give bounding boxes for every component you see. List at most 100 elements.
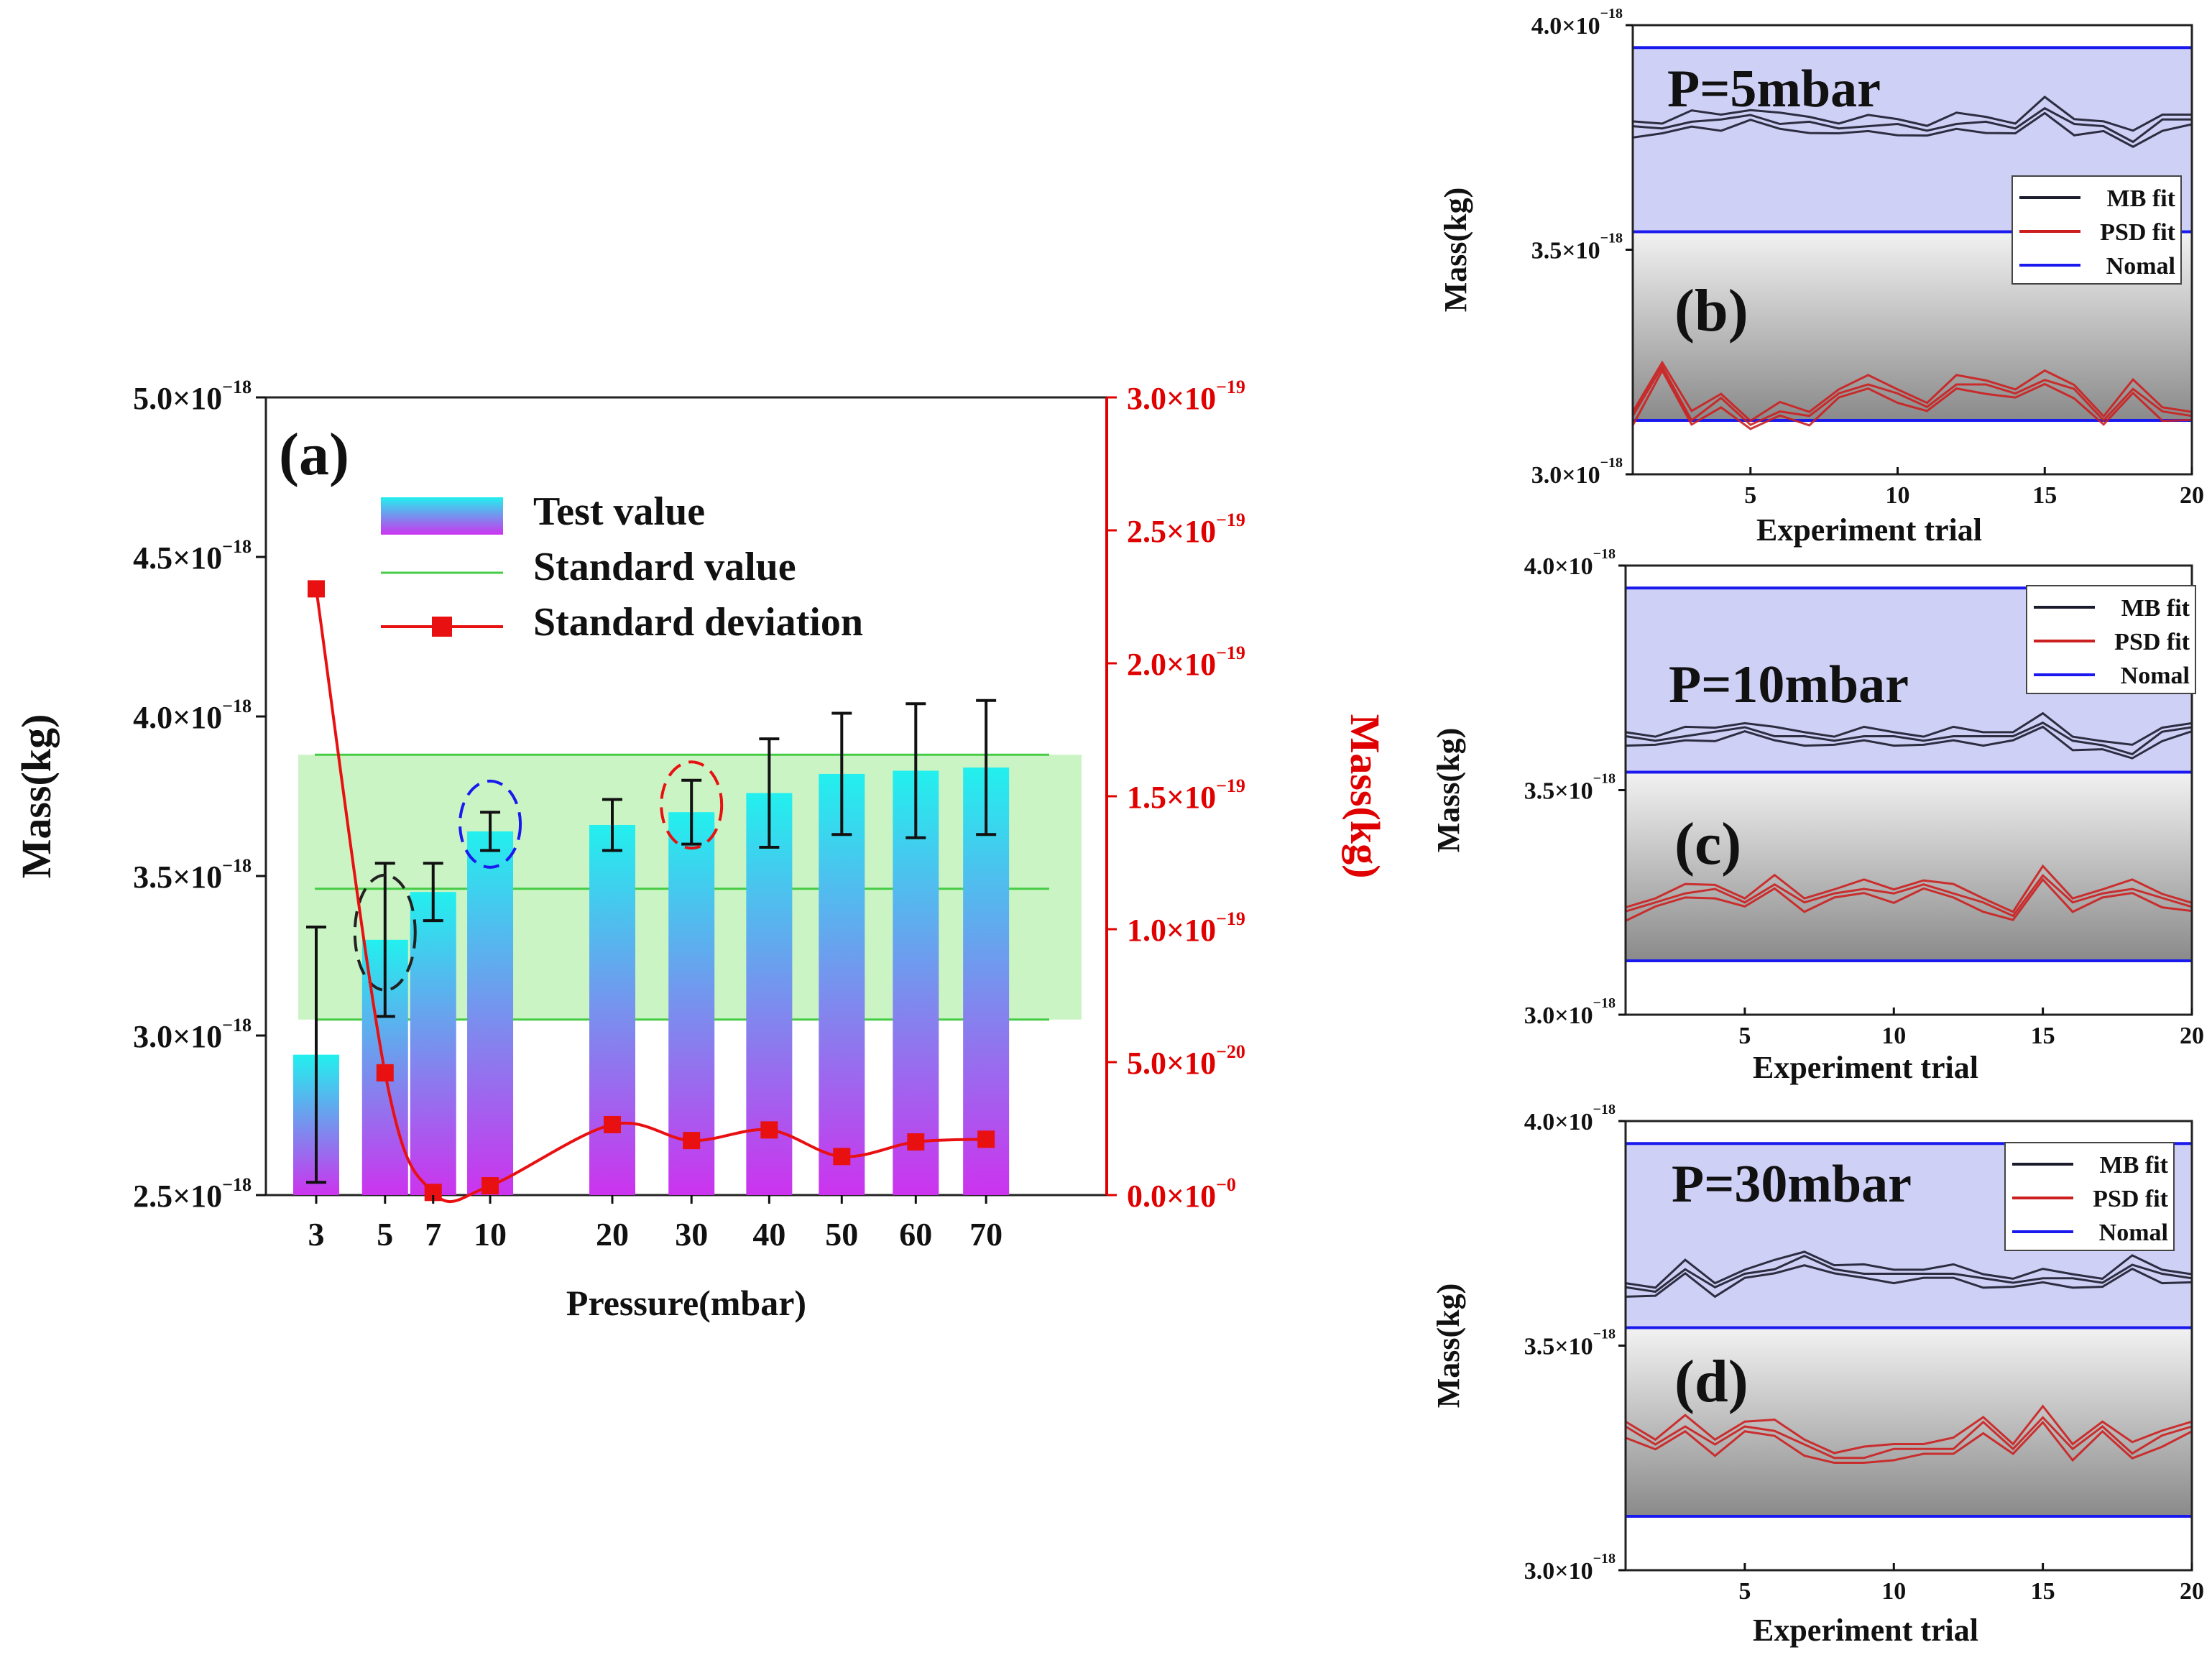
lower-shaded-band [1626, 1327, 2192, 1516]
y-tick-label: 4.5×10−18 [133, 536, 252, 576]
mb-fit-trace [1625, 722, 2193, 756]
bar-20 [589, 824, 635, 1195]
deviation-point-70 [977, 1130, 995, 1148]
y-tick-label-exponent: −18 [222, 377, 252, 397]
deviation-point-60 [907, 1133, 925, 1151]
right-y-tick-label-exponent: −20 [1216, 1041, 1245, 1062]
panel-b: 4.0×10−183.5×10−183.0×10−185 10 15 20Experi… [1438, 6, 2204, 548]
deviation-point-10 [481, 1177, 499, 1195]
left-y-ticks: 5.0×10−184.5×10−184.0×10−183.5×10−183.0×… [133, 377, 266, 1214]
y-tick-label-mantissa: 3.5×10 [1531, 238, 1600, 264]
y-tick-label-exponent: −18 [1600, 6, 1623, 22]
y-tick-label-exponent: −18 [1593, 546, 1616, 562]
pressure-label: P=5mbar [1667, 60, 1881, 119]
panel-letter: (b) [1674, 277, 1748, 344]
y-tick-label: 4.0×10−18 [1524, 546, 1616, 580]
right-y-tick-label: 3.0×10−19 [1127, 377, 1245, 416]
x-tick-label: 30 [675, 1216, 708, 1253]
right-y-tick-label: 1.5×10−19 [1127, 775, 1245, 815]
y-tick-label: 3.0×10−18 [1524, 995, 1616, 1029]
y-tick-label-exponent: −18 [222, 855, 252, 876]
right-y-tick-label-exponent: −19 [1216, 377, 1245, 397]
psd-fit-trace [1625, 864, 2193, 913]
mb-fit-trace [1625, 1250, 2193, 1289]
panel-c: 4.0×10−183.5×10−183.0×10−185 10 15 20Experi… [1431, 546, 2204, 1085]
lower-shaded-band [1626, 772, 2192, 961]
y-tick-label-mantissa: 4.0×10 [1531, 13, 1600, 40]
legend-swatch-test-value [381, 497, 503, 535]
y-tick-label-exponent: −18 [1593, 1327, 1616, 1342]
x-tick-label: 5 [1738, 1023, 1751, 1049]
y-tick-label-mantissa: 2.5×10 [133, 1179, 222, 1214]
y-tick-label: 4.0×10−18 [133, 696, 252, 735]
legend-label: Nomal [2099, 1220, 2168, 1246]
x-tick-label: 15 [2031, 1578, 2055, 1605]
right-y-tick-label-exponent: −19 [1216, 908, 1245, 929]
legend-label: MB fit [2107, 185, 2176, 212]
y-tick-label: 4.0×10−18 [1531, 6, 1623, 40]
right-y-tick-label-mantissa: 1.5×10 [1127, 780, 1216, 815]
x-tick-label: 20 [2180, 482, 2204, 509]
x-axis-label: Experiment trial [1756, 512, 1982, 548]
y-tick-label-exponent: −18 [222, 1015, 252, 1036]
bar-70 [963, 767, 1010, 1195]
deviation-point-40 [760, 1121, 778, 1139]
x-tick-label: 10 [1881, 1578, 1906, 1605]
mb-fit-trace [1632, 111, 2193, 148]
y-tick-label-exponent: −18 [1600, 455, 1623, 471]
legend-label: Nomal [2121, 663, 2190, 689]
right-y-tick-label: 2.0×10−19 [1127, 642, 1245, 682]
test-value-bars [293, 767, 1010, 1195]
right-y-tick-label-mantissa: 2.0×10 [1127, 647, 1216, 682]
deviation-point-5 [376, 1064, 394, 1082]
mb-fit-trace [1625, 1254, 2193, 1294]
legend-label: Nomal [2106, 253, 2175, 280]
legend-label: PSD fit [2100, 219, 2176, 246]
psd-fit-trace [1631, 364, 2193, 427]
psd-fit-trace [1631, 368, 2193, 430]
y-tick-label: 3.5×10−18 [1531, 231, 1623, 264]
x-ticks: 3 5 7 10 20 30 40 50 60 70 [308, 1195, 1003, 1253]
panel-letter: (d) [1674, 1348, 1748, 1415]
y-axis-label: Mass(kg) [1431, 1283, 1466, 1409]
y-tick-label-exponent: −18 [222, 536, 252, 557]
psd-fit-trace [1631, 360, 2193, 423]
y-tick-label-mantissa: 3.0×10 [133, 1019, 222, 1054]
x-tick-label: 20 [2180, 1578, 2204, 1605]
legend-label: PSD fit [2114, 629, 2190, 655]
y-tick-label: 2.5×10−18 [133, 1174, 252, 1214]
x-tick-label: 15 [2031, 1023, 2055, 1049]
psd-fit-trace [1625, 877, 2193, 922]
x-axis-label-a: Pressure(mbar) [566, 1283, 806, 1323]
bar-50 [819, 773, 865, 1195]
right-y-tick-label-exponent: −19 [1216, 510, 1245, 530]
right-y-tick-label: 5.0×10−20 [1127, 1041, 1245, 1081]
bar-30 [668, 812, 715, 1195]
legend-label: MB fit [2100, 1152, 2169, 1179]
highlight-ellipses [353, 760, 724, 992]
y-tick-label-mantissa: 3.0×10 [1524, 1002, 1593, 1029]
y-axis-label: Mass(kg) [1438, 188, 1473, 313]
deviation-point-20 [604, 1115, 621, 1133]
x-tick-label: 20 [2180, 1023, 2204, 1049]
y-tick-label: 4.0×10−18 [1524, 1102, 1616, 1135]
legend-label: PSD fit [2093, 1186, 2169, 1212]
x-tick-label: 70 [969, 1216, 1003, 1253]
bar-60 [893, 770, 939, 1195]
panel-a: 5.0×10−184.5×10−184.0×10−183.5×10−183.0×… [13, 377, 1388, 1323]
legend-swatch-standard-deviation-marker [432, 617, 452, 637]
legend-test-value: Test value [533, 489, 705, 534]
y-tick-label-exponent: −18 [1593, 1102, 1616, 1117]
y-tick-label-mantissa: 4.0×10 [1524, 553, 1593, 580]
y-tick-label-mantissa: 5.0×10 [133, 381, 222, 416]
x-tick-label: 5 [1744, 482, 1756, 509]
test-value-error-bars [306, 699, 997, 1184]
right-y-tick-label-mantissa: 5.0×10 [1127, 1046, 1216, 1081]
right-y-tick-label-mantissa: 2.5×10 [1127, 514, 1216, 549]
highlight-ellipse-5 [353, 873, 417, 992]
pressure-label: P=10mbar [1669, 655, 1909, 714]
legend-standard-value: Standard value [533, 545, 796, 589]
x-tick-label: 10 [1881, 1023, 1906, 1049]
y-tick-label-exponent: −18 [1593, 1551, 1616, 1567]
y-tick-label-mantissa: 4.5×10 [133, 540, 222, 576]
